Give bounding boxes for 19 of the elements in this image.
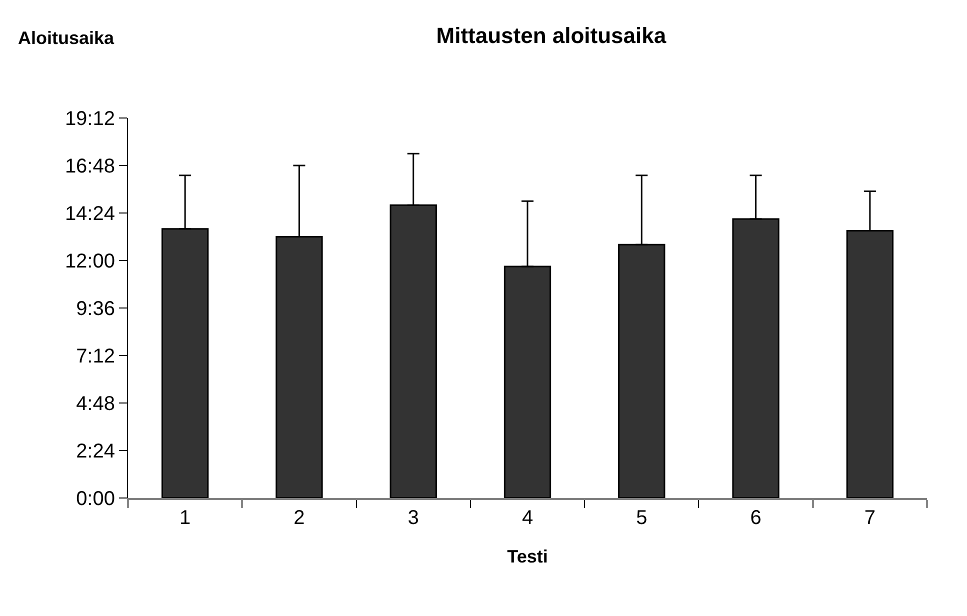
y-tick-label: 0:00 xyxy=(76,488,115,510)
x-axis-title: Testi xyxy=(507,546,548,566)
x-tick-label: 6 xyxy=(750,506,762,529)
x-tick-label: 2 xyxy=(294,506,305,529)
y-tick-label: 12:00 xyxy=(64,250,115,272)
y-tick-label: 4:48 xyxy=(76,393,115,415)
x-tick-label: 4 xyxy=(522,506,534,529)
x-tick-label: 1 xyxy=(180,506,191,529)
y-tick-label: 2:24 xyxy=(76,440,115,462)
x-tick-label: 3 xyxy=(408,506,419,529)
y-tick-label: 14:24 xyxy=(64,203,115,225)
y-tick-label: 7:12 xyxy=(76,346,115,368)
y-tick-label: 16:48 xyxy=(64,156,115,178)
x-tick-label: 7 xyxy=(864,506,876,529)
y-axis-title: Aloitusaika xyxy=(18,28,116,48)
chart-title: Mittausten aloitusaika xyxy=(436,23,667,48)
y-tick-label: 19:12 xyxy=(64,108,115,130)
y-tick-label: 9:36 xyxy=(76,298,115,320)
x-tick-label: 5 xyxy=(636,506,648,529)
